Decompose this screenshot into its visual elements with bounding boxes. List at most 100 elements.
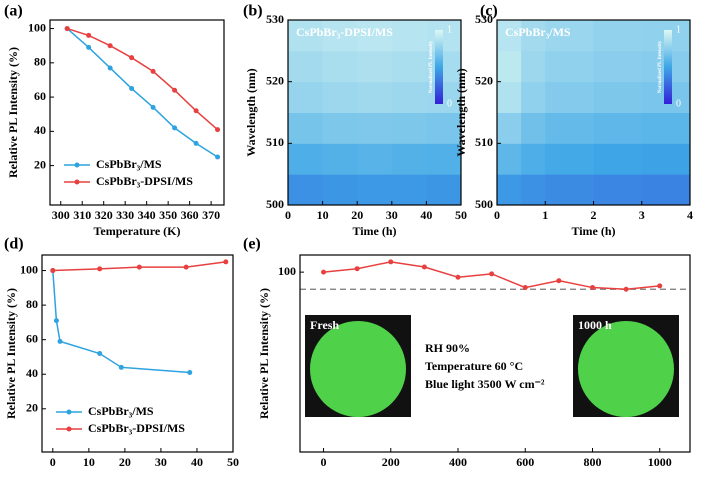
data-point [183,264,189,270]
heatmap-cell [426,50,462,83]
x-tick-label: 40 [420,208,432,222]
x-tick-label: 320 [95,208,113,222]
heatmap-cell [426,20,462,52]
legend-label: CsPbBr₃-DPSI/MS [88,421,185,435]
y-tick-label: 520 [266,73,284,87]
heatmap-cell [521,20,546,52]
x-tick-label: 30 [155,455,167,469]
data-point [489,271,495,277]
y-axis-label: Relative PL Intensity (%) [257,288,271,419]
heatmap-cell [593,20,643,52]
heatmap-cell [497,50,522,83]
heatmap-cell [391,174,427,206]
y-tick-label: 510 [475,135,493,149]
legend-label: CsPbBr₃/MS [88,404,154,418]
heatmap-cell [322,81,358,113]
y-tick-label: 80 [34,55,46,69]
x-tick-label: 40 [191,455,203,469]
y-tick-label: 100 [278,264,296,278]
series-line [66,28,218,158]
heatmap-cell [545,143,594,175]
x-tick-label: 1 [542,208,548,222]
panel-label: (a) [4,3,23,20]
data-point [97,351,103,356]
data-point [354,266,360,272]
panel-label: (d) [4,236,24,253]
y-axis-label: Wavelength (nm) [244,68,258,156]
y-tick-label: 510 [266,135,284,149]
data-point [215,127,221,133]
heatmap-cell [545,81,594,113]
x-tick-label: 340 [138,208,156,222]
plot-frame [287,19,462,206]
inset-label: Fresh [310,318,339,332]
x-tick-label: 3 [639,208,645,222]
data-point [421,264,427,270]
heatmap-cell [357,81,393,113]
colorbar [664,30,672,104]
y-tick-label: 60 [26,331,38,345]
data-point [657,283,663,289]
data-point [136,264,142,270]
heatmap-cell [593,143,643,175]
x-tick-label: 4 [687,208,693,222]
heatmap-cell [391,112,427,144]
x-tick-label: 30 [386,208,398,222]
heatmap-cell [288,81,324,113]
data-point [172,125,178,131]
inset-label: 1000 h [578,318,612,332]
data-point [522,285,528,291]
heatmap-cell [521,143,546,175]
heatmap-cell [322,20,358,52]
y-tick-label: 500 [266,197,284,211]
annotation: RH 90% [425,341,470,355]
data-point [150,104,156,110]
data-point [150,68,156,74]
x-tick-label: 10 [83,455,95,469]
heatmap-cell [521,81,546,113]
heatmap-cell [593,174,643,206]
data-point [50,268,56,274]
x-tick-label: 370 [202,208,220,222]
data-point [215,154,221,160]
heatmap-cell [641,143,691,175]
x-tick-label: 350 [159,208,177,222]
inset-sample [578,321,674,417]
data-point [590,285,595,291]
x-tick-label: 310 [73,208,91,222]
data-point [388,259,394,265]
x-tick-label: 0 [494,208,500,222]
heatmap-label: CsPbBr₃/MS [505,25,571,39]
heatmap-cell [391,20,427,52]
heatmap-label: CsPbBr₃-DPSI/MS [296,25,393,39]
heatmap-cell [593,112,643,144]
heatmap-cell [391,81,427,113]
y-axis-label: Wavelength (nm) [454,68,468,156]
heatmap-cell [426,112,462,144]
y-axis-label: Relative PL Intensity (%) [4,288,18,419]
heatmap-cell [641,112,691,144]
panel-label: (b) [243,3,263,20]
heatmap-cell [357,143,393,175]
heatmap-cell [426,143,462,175]
panel-label: (c) [480,3,498,20]
inset-sample [310,321,406,417]
x-axis-label: Time (h) [571,224,615,238]
heatmap-cell [497,20,522,52]
y-tick-label: 500 [475,197,493,211]
plot-frame [49,19,225,206]
heatmap-cell [357,112,393,144]
series-line [52,270,190,374]
data-point [556,278,562,284]
legend-marker [66,409,72,415]
heatmap-cell [545,174,594,206]
heatmap-cell [545,20,594,52]
heatmap-cell [593,50,643,83]
heatmap-cell [545,50,594,83]
legend-marker [66,426,72,432]
legend-label: CsPbBr₃/MS [96,157,162,171]
y-tick-label: 20 [34,157,46,171]
y-tick-label: 530 [475,12,493,26]
x-tick-label: 50 [455,208,467,222]
x-tick-label: 600 [516,455,534,469]
